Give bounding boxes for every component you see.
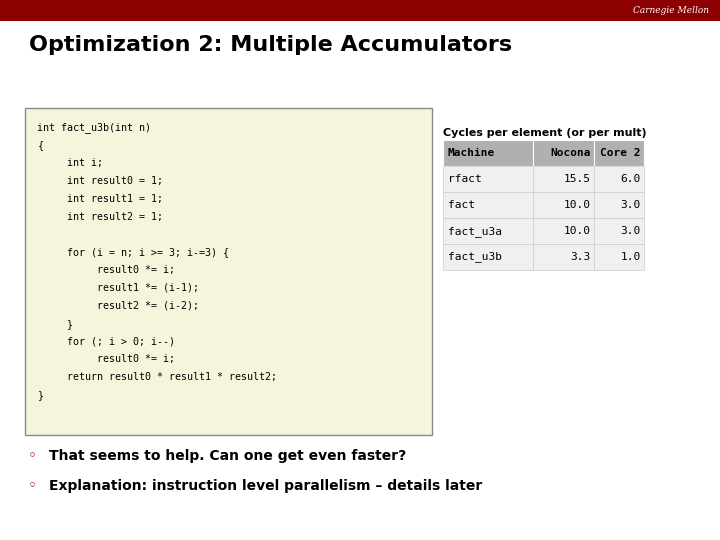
Text: for (i = n; i >= 3; i-=3) {: for (i = n; i >= 3; i-=3) { <box>37 247 230 258</box>
Text: 10.0: 10.0 <box>563 226 590 236</box>
Text: Nocona: Nocona <box>550 148 590 158</box>
Text: ◦: ◦ <box>27 478 36 494</box>
Text: }: } <box>37 390 43 400</box>
Text: int result1 = 1;: int result1 = 1; <box>37 194 163 204</box>
Text: fact_u3a: fact_u3a <box>448 226 502 237</box>
Text: 3.0: 3.0 <box>621 200 641 210</box>
Text: 3.3: 3.3 <box>570 252 590 262</box>
Text: for (; i > 0; i--): for (; i > 0; i--) <box>37 336 176 347</box>
Text: result0 *= i;: result0 *= i; <box>37 265 176 275</box>
Text: {: { <box>37 140 43 151</box>
Text: result2 *= (i-2);: result2 *= (i-2); <box>37 301 199 311</box>
Text: int i;: int i; <box>37 158 104 168</box>
Text: Machine: Machine <box>448 148 495 158</box>
Text: fact_u3b: fact_u3b <box>448 252 502 262</box>
Text: }: } <box>37 319 73 329</box>
Text: int fact_u3b(int n): int fact_u3b(int n) <box>37 123 151 133</box>
Text: That seems to help. Can one get even faster?: That seems to help. Can one get even fas… <box>49 449 406 463</box>
Text: Explanation: instruction level parallelism – details later: Explanation: instruction level paralleli… <box>49 479 482 493</box>
Text: Carnegie Mellon: Carnegie Mellon <box>633 6 709 15</box>
Text: fact: fact <box>448 200 475 210</box>
Text: Core 2: Core 2 <box>600 148 641 158</box>
Text: rfact: rfact <box>448 174 482 184</box>
Text: 1.0: 1.0 <box>621 252 641 262</box>
Text: return result0 * result1 * result2;: return result0 * result1 * result2; <box>37 372 277 382</box>
Text: 3.0: 3.0 <box>621 226 641 236</box>
Text: int result2 = 1;: int result2 = 1; <box>37 212 163 222</box>
Text: 10.0: 10.0 <box>563 200 590 210</box>
Text: 15.5: 15.5 <box>563 174 590 184</box>
Text: result1 *= (i-1);: result1 *= (i-1); <box>37 283 199 293</box>
Text: result0 *= i;: result0 *= i; <box>37 354 176 364</box>
Text: ◦: ◦ <box>27 449 36 464</box>
Text: 6.0: 6.0 <box>621 174 641 184</box>
Text: Optimization 2: Multiple Accumulators: Optimization 2: Multiple Accumulators <box>29 35 512 55</box>
Text: int result0 = 1;: int result0 = 1; <box>37 176 163 186</box>
Text: Cycles per element (or per mult): Cycles per element (or per mult) <box>443 127 647 138</box>
